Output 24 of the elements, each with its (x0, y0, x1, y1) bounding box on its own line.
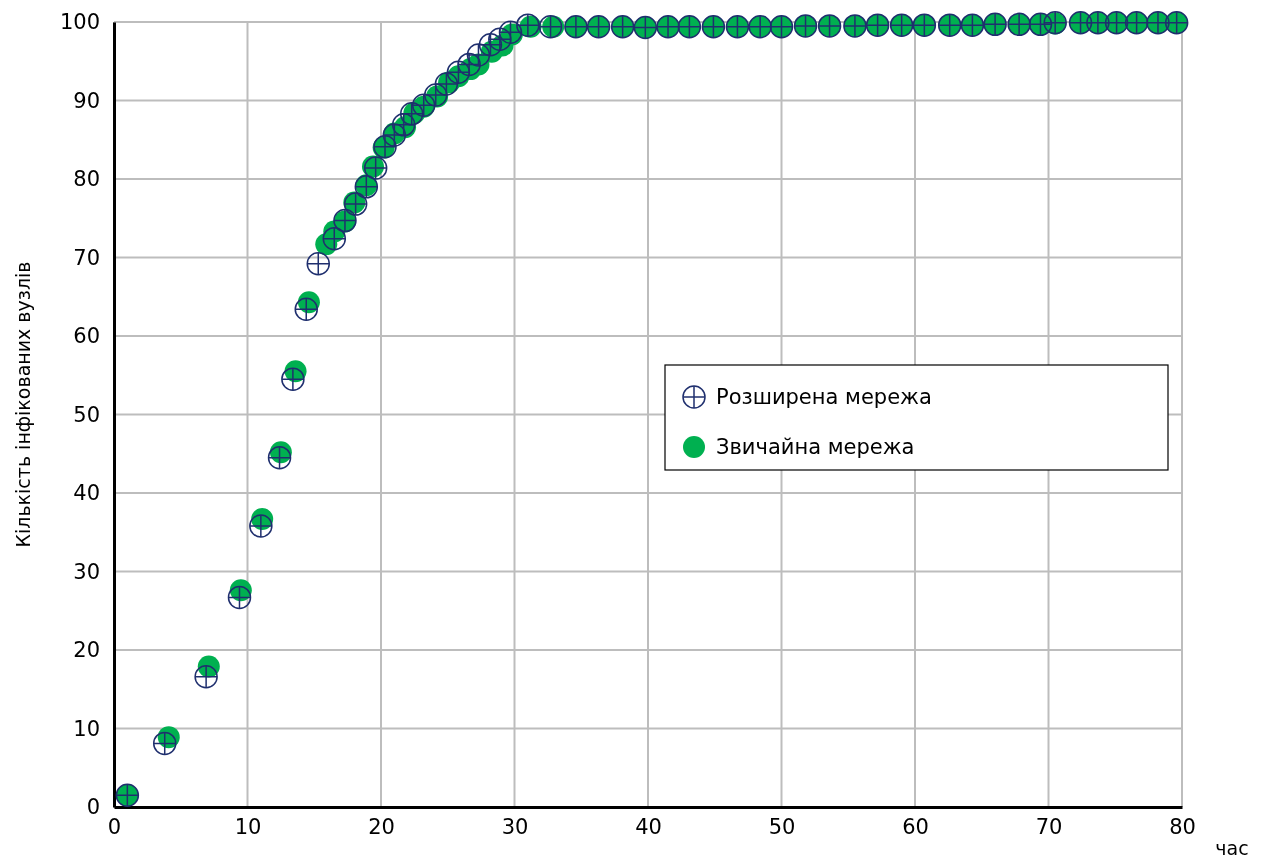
y-tick-label: 40 (73, 481, 100, 506)
y-axis-title: Кількість інфікованих вузлів (12, 261, 34, 548)
y-tick-label: 80 (73, 167, 100, 192)
x-tick-label: 40 (635, 814, 662, 839)
x-tick-label: 60 (902, 814, 929, 839)
y-tick-label: 100 (59, 10, 100, 35)
y-tick-label: 60 (73, 324, 100, 349)
y-tick-label: 0 (86, 795, 100, 820)
x-tick-label: 0 (107, 814, 122, 839)
y-tick-label: 90 (73, 88, 100, 113)
x-tick-label: 30 (501, 814, 529, 839)
x-tick-label: 20 (368, 814, 395, 839)
y-tick-label: 10 (73, 716, 100, 741)
x-tick-label: 80 (1169, 814, 1196, 839)
y-tick-label: 50 (73, 402, 100, 427)
x-tick-label: 10 (234, 814, 262, 839)
x-tick-label: 70 (1035, 814, 1063, 839)
x-axis-title: час (1215, 837, 1249, 859)
y-tick-label: 30 (73, 559, 100, 584)
y-tick-label: 70 (73, 245, 100, 270)
legend-label: Розширена мережа (716, 385, 932, 409)
y-tick-label: 20 (73, 638, 100, 663)
x-tick-label: 50 (768, 814, 796, 839)
legend-label: Звичайна мережа (716, 435, 915, 459)
